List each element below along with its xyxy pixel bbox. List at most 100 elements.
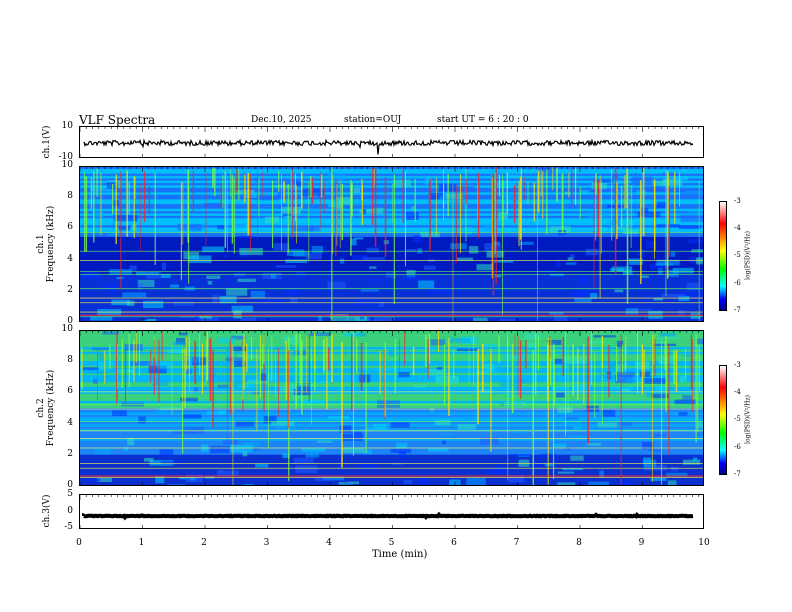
ch2-spectrogram-band [80,398,703,401]
ch1-spec-ylabel: ch.1 Frequency (kHz) [36,194,56,294]
ch2-spectrogram-band [80,365,703,369]
ch1-spectrogram-patch [250,290,266,299]
ch2-spectrogram-patch [562,468,584,471]
ch2-spec-ylabel: ch.2 Frequency (kHz) [36,358,56,458]
ch2-spectrogram-patch [644,464,667,471]
ch1-spectrogram-band [80,287,703,291]
ch2-spectrogram-band [80,341,703,345]
ch1-spectrogram-patch [353,187,361,193]
ch2-spectrogram-patch [441,440,447,445]
ch2-spectrogram-patch [476,378,485,381]
ch1-spectrogram-patch [499,318,515,321]
ch1-spectrogram-patch [173,301,194,306]
ch2-spectrogram-patch [259,373,267,381]
ch1-spectrogram-patch [578,276,589,284]
ch1-spectrogram-patch [116,276,124,280]
ch1-spectrogram-patch [276,265,297,268]
ch1-spectrogram-patch [347,316,367,321]
ch2-spectrogram-patch [247,380,269,386]
ch1-spectrogram-band [80,250,703,254]
ch1-spectrogram-patch [318,316,323,321]
ch2-spectrogram-patch [219,469,224,473]
ch2-spectrogram-patch [674,399,696,405]
ch1-spectrogram-patch [102,284,120,289]
ch1-spectrogram-patch [450,243,467,250]
ch1-cbar-tick-1: -4 [734,224,741,232]
ch2-spectrogram-band [80,454,703,458]
ch2-spectrogram-band [80,451,703,455]
ch2-spectrogram-ytick-4: 2 [67,448,73,459]
ch2-spectrogram-patch [466,477,486,485]
ch1-cbar-unit: log(PSD)(V²/Hz) [744,231,752,280]
ch1-spectrogram-patch [233,310,242,319]
ch1-spectrogram-patch [374,316,395,321]
ch1-spectrogram-patch [590,293,598,299]
ch2-spectrogram-patch [526,342,537,348]
ch2-spectrogram-patch [654,434,667,437]
ch1-spectrogram-patch [285,287,299,296]
ch1-spectrogram-patch [678,225,701,230]
ch2-spectrogram-patch [193,387,199,392]
ch2-spectrogram-band [80,409,703,413]
ch1-spectrogram-patch [689,210,703,216]
ch2-spectrogram-band [80,374,703,378]
ch2-spectrogram-patch [91,347,109,351]
ch2-spectrogram-patch [508,475,525,483]
ch2-spectrogram-patch [390,422,410,428]
ch1-spectrogram-patch [649,264,665,270]
ch2-spectrogram-patch [275,426,298,431]
ch1-spectrogram-band [80,222,703,226]
ch1-spectrogram-patch [424,265,436,270]
ch2-spectrogram-band [80,470,703,474]
ch2-spectrogram-patch [564,447,572,451]
ch2-spectrogram-patch [217,470,240,476]
ch1-spectrogram-patch [662,172,678,176]
ch2-spectrogram-patch [494,366,515,372]
ch2-spectrogram-band [80,372,703,376]
ch3-waveform-panel [79,494,704,529]
ch1-spectrogram-patch [625,308,639,315]
ch1-spectrogram-patch [202,246,225,253]
ch2-cbar-tick-2: -5 [734,415,741,423]
ch1-spectrogram-patch [122,292,147,298]
ch3-ytick-bottom: -5 [64,522,73,532]
ch1-spectrogram-patch [673,176,689,181]
ch2-spectrogram-patch [179,397,198,402]
ch2-spectrogram-patch [609,361,616,370]
ch1-spectrogram-band [80,262,703,265]
ch1-spectrogram-patch [494,275,502,278]
ch2-spectrogram-band [80,381,703,385]
ch2-spectrogram-patch [217,384,229,388]
ch2-spectrogram-patch [183,414,202,419]
ch1-spectrogram-ytick-4: 2 [67,284,73,295]
ch2-spectrogram-band [80,442,703,446]
ch2-spectrogram-patch [190,477,195,481]
ch1-cbar-tick-3: -6 [734,279,741,287]
ch2-spectrogram-band [80,419,703,422]
ch1-spectrogram-band [80,294,703,298]
ch1-spectrogram-band [80,304,703,308]
ch2-spectrogram-band [80,355,703,359]
ch1-spectrogram-patch [81,271,100,280]
ch1-spectrogram-patch [612,219,634,227]
ch1-spectrogram-band [80,280,703,284]
ch1-spectrogram-patch [203,202,224,208]
ch2-spectrogram-patch [642,441,654,450]
ch1-spectrogram-patch [445,193,464,200]
ch2-spectrogram-patch [305,451,319,458]
ch1-spectrogram-band [80,231,703,235]
ch1-spectrogram-patch [329,314,349,321]
ch2-spectrogram-patch [263,415,277,424]
ch1-spectrogram-band [80,266,703,270]
x-tick-label-8: 8 [576,538,582,548]
ch1-spectrogram-patch [627,308,652,311]
ch1-spectrogram-band [80,224,703,228]
ch2-spectrogram-patch [683,459,701,465]
ch1-spectrogram-patch [363,257,386,260]
ch1-spectrogram-patch [549,226,572,233]
ch1-spectrogram-band [80,208,703,212]
ch1-spectrogram-patch [685,190,703,194]
ch2-spectrogram-patch [156,407,168,414]
ch2-spectrogram-patch [237,355,262,358]
ch1-spectrogram-patch [137,283,143,290]
